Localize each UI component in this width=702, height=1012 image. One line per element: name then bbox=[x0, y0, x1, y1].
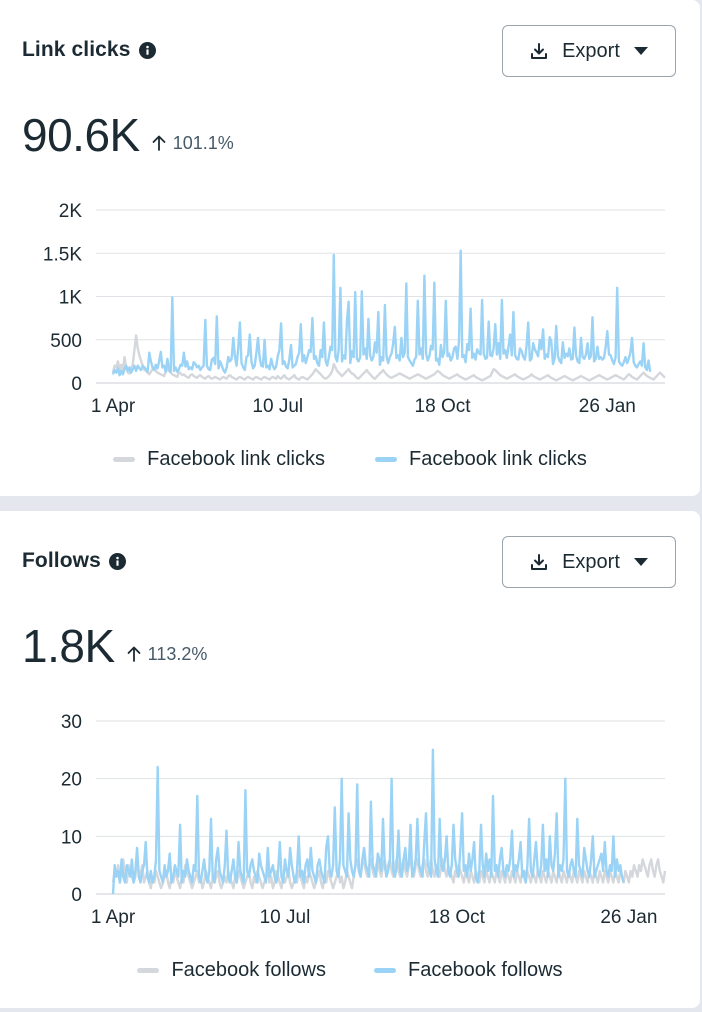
legend-label-current: Facebook follows bbox=[408, 959, 563, 981]
link-clicks-change: 101.1% bbox=[152, 133, 234, 154]
export-label: Export bbox=[562, 550, 620, 573]
legend-label-current: Facebook link clicks bbox=[409, 448, 587, 470]
arrow-up-icon bbox=[152, 135, 166, 151]
export-button[interactable]: Export bbox=[502, 536, 676, 588]
x-tick-label: 26 Jan bbox=[600, 907, 657, 928]
link-clicks-summary: 90.6K 101.1% bbox=[22, 108, 234, 162]
x-tick-label: 1 Apr bbox=[91, 396, 136, 417]
legend-swatch-current bbox=[374, 968, 396, 973]
link-clicks-total: 90.6K bbox=[22, 109, 140, 161]
legend-label-previous: Facebook follows bbox=[171, 959, 326, 981]
y-tick-label: 2K bbox=[59, 201, 83, 222]
follows-title-row: Follows bbox=[22, 549, 126, 573]
download-icon bbox=[531, 554, 548, 570]
legend-item-current[interactable]: Facebook link clicks bbox=[375, 448, 587, 471]
x-tick-label: 26 Jan bbox=[579, 396, 636, 417]
y-tick-label: 20 bbox=[61, 770, 82, 791]
export-label: Export bbox=[562, 39, 620, 62]
x-tick-label: 1 Apr bbox=[91, 907, 136, 928]
x-tick-label: 18 Oct bbox=[429, 907, 486, 928]
follows-summary: 1.8K 113.2% bbox=[22, 619, 207, 673]
y-tick-label: 10 bbox=[61, 827, 82, 848]
link-clicks-title-row: Link clicks bbox=[22, 38, 156, 62]
y-tick-label: 1K bbox=[59, 288, 83, 309]
follows-total: 1.8K bbox=[22, 620, 115, 672]
follows-change-value: 113.2% bbox=[147, 643, 208, 664]
series-line-current bbox=[111, 748, 625, 895]
legend-swatch-previous bbox=[113, 457, 136, 462]
legend-item-current[interactable]: Facebook follows bbox=[374, 959, 563, 982]
caret-down-icon bbox=[633, 558, 648, 566]
y-tick-label: 0 bbox=[71, 374, 82, 395]
y-tick-label: 30 bbox=[61, 712, 82, 733]
link-clicks-title: Link clicks bbox=[22, 38, 131, 61]
caret-down-icon bbox=[633, 47, 648, 55]
follows-card: Follows Export 1.8K 113.2% 0 10 20 30 1 Apr 1… bbox=[0, 511, 700, 1008]
series-line-previous bbox=[111, 334, 666, 382]
follows-chart: 0 10 20 30 1 Apr 10 Jul 18 Oct 26 Jan bbox=[61, 712, 667, 928]
link-clicks-legend: Facebook link clicks Facebook link click… bbox=[0, 448, 700, 471]
info-icon[interactable] bbox=[108, 552, 126, 570]
follows-change: 113.2% bbox=[127, 643, 208, 665]
arrow-up-icon bbox=[127, 646, 141, 662]
info-icon[interactable] bbox=[138, 41, 156, 59]
legend-item-previous[interactable]: Facebook follows bbox=[137, 959, 326, 982]
x-tick-label: 18 Oct bbox=[415, 396, 472, 417]
legend-swatch-current bbox=[375, 457, 397, 462]
export-button[interactable]: Export bbox=[502, 25, 676, 77]
y-tick-label: 0 bbox=[71, 885, 82, 906]
legend-item-previous[interactable]: Facebook link clicks bbox=[113, 448, 325, 471]
legend-label-previous: Facebook link clicks bbox=[147, 448, 325, 470]
link-clicks-card: Link clicks Export 90.6K 101.1% 0 500 1K 1.… bbox=[0, 0, 700, 496]
series-line-current bbox=[111, 249, 652, 377]
y-tick-label: 1.5K bbox=[43, 244, 82, 265]
x-tick-label: 10 Jul bbox=[260, 907, 311, 928]
y-tick-label: 500 bbox=[50, 331, 82, 352]
link-clicks-change-value: 101.1% bbox=[172, 132, 234, 153]
x-tick-label: 10 Jul bbox=[252, 396, 303, 417]
legend-swatch-previous bbox=[137, 968, 160, 973]
link-clicks-chart: 0 500 1K 1.5K 2K 1 Apr 10 Jul 18 Oct 26 Jan bbox=[43, 201, 666, 417]
download-icon bbox=[531, 43, 548, 59]
follows-title: Follows bbox=[22, 549, 101, 572]
follows-legend: Facebook follows Facebook follows bbox=[0, 959, 700, 982]
